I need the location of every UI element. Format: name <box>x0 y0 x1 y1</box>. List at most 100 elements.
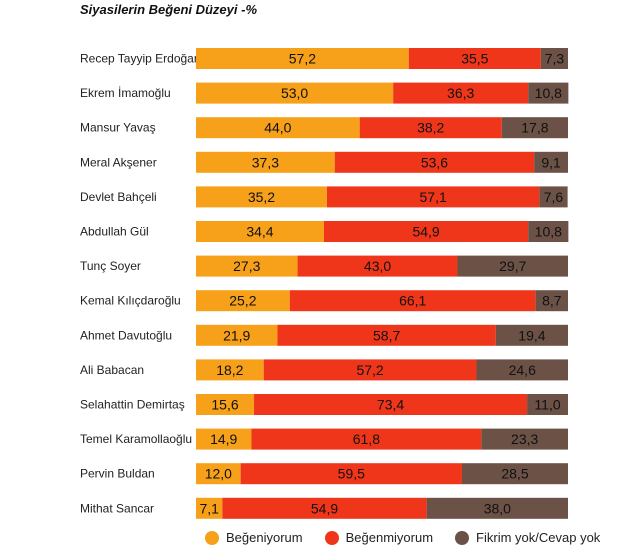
value-label-kemal-k-l-daro-lu-2: 8,7 <box>542 293 562 309</box>
bar-segment-ahmet-davuto-lu-2 <box>495 324 568 346</box>
bar-segment-recep-tayyip-erdo-an-1 <box>408 48 541 69</box>
value-label-meral-ak-ener-2: 9,1 <box>541 154 561 170</box>
bar-segment-abdullah-g-l-2 <box>528 221 569 242</box>
bar-segment-ali-babacan-0 <box>196 359 264 381</box>
value-label-pervin-buldan-2: 28,5 <box>501 466 528 482</box>
bar-segment-temel-karamollao-lu-2 <box>481 428 568 450</box>
value-label-mansur-yava--2: 17,8 <box>521 120 548 136</box>
bar-segment-mithat-sancar-0 <box>196 497 223 519</box>
legend: Beğeniyorum Beğenmiyorum Fikrim yok/Ceva… <box>205 530 600 545</box>
value-label-pervin-buldan-0: 12,0 <box>205 466 232 482</box>
value-label-ekrem-i-mamo-lu-1: 36,3 <box>447 85 474 101</box>
value-label-tun-soyer-0: 27,3 <box>233 258 260 274</box>
bar-segment-ali-babacan-2 <box>476 359 568 381</box>
value-label-kemal-k-l-daro-lu-0: 25,2 <box>229 293 256 309</box>
stacked-bar-chart: Recep Tayyip Erdoğan 57,2 35,5 7,3 Ekrem İma… <box>80 48 569 519</box>
bar-segment-mansur-yava--0 <box>196 117 360 139</box>
bar-segment-ekrem-i-mamo-lu-0 <box>196 82 394 104</box>
row-label-mansur-yava-: Mansur Yavaş <box>80 121 156 135</box>
value-label-abdullah-g-l-2: 10,8 <box>535 224 562 240</box>
bar-segment-devlet-bah-eli-0 <box>196 186 327 208</box>
row-label-mithat-sancar: Mithat Sancar <box>80 501 154 515</box>
value-label-ali-babacan-1: 57,2 <box>356 362 383 378</box>
row-label-recep-tayyip-erdo-an: Recep Tayyip Erdoğan <box>80 52 201 66</box>
bar-segment-mithat-sancar-2 <box>426 497 568 519</box>
value-label-abdullah-g-l-0: 34,4 <box>246 224 273 240</box>
value-label-kemal-k-l-daro-lu-1: 66,1 <box>399 293 426 309</box>
bar-segment-ahmet-davuto-lu-1 <box>277 324 496 346</box>
bar-segment-meral-ak-ener-2 <box>534 151 568 173</box>
bar-segment-ali-babacan-1 <box>263 359 477 381</box>
value-label-selahattin-demirta--1: 73,4 <box>377 397 404 413</box>
value-label-selahattin-demirta--2: 11,0 <box>534 397 560 413</box>
bar-segment-mansur-yava--1 <box>359 117 502 139</box>
legend-label-begeniyorum: Beğeniyorum <box>226 530 303 545</box>
value-label-mithat-sancar-2: 38,0 <box>484 500 511 516</box>
bar-segment-mansur-yava--2 <box>501 117 568 139</box>
row-label-devlet-bah-eli: Devlet Bahçeli <box>80 190 157 204</box>
bar-segment-kemal-k-l-daro-lu-0 <box>196 290 290 312</box>
value-label-selahattin-demirta--0: 15,6 <box>211 397 238 413</box>
value-label-mansur-yava--0: 44,0 <box>264 120 291 136</box>
bar-segment-meral-ak-ener-1 <box>334 151 535 173</box>
bar-segment-mithat-sancar-1 <box>222 497 427 519</box>
value-label-meral-ak-ener-0: 37,3 <box>252 154 279 170</box>
value-label-devlet-bah-eli-1: 57,1 <box>420 189 447 205</box>
value-label-ahmet-davuto-lu-1: 58,7 <box>373 327 400 343</box>
row-label-ali-babacan: Ali Babacan <box>80 363 144 377</box>
bar-segment-meral-ak-ener-0 <box>196 151 335 173</box>
legend-item-fikrim-yok: Fikrim yok/Cevap yok <box>455 530 600 545</box>
bar-segment-ahmet-davuto-lu-0 <box>196 324 278 346</box>
bar-segment-selahattin-demirta--1 <box>254 394 528 415</box>
value-label-abdullah-g-l-1: 54,9 <box>412 224 439 240</box>
value-label-mithat-sancar-1: 54,9 <box>311 500 338 516</box>
value-label-tun-soyer-2: 29,7 <box>499 258 526 274</box>
bar-segment-kemal-k-l-daro-lu-2 <box>535 290 568 312</box>
bar-segment-recep-tayyip-erdo-an-0 <box>196 48 409 69</box>
value-label-ahmet-davuto-lu-2: 19,4 <box>518 327 545 343</box>
value-label-temel-karamollao-lu-2: 23,3 <box>511 431 538 447</box>
legend-dot-fikrim-yok <box>455 530 470 545</box>
value-label-recep-tayyip-erdo-an-2: 7,3 <box>545 51 565 67</box>
value-label-mansur-yava--1: 38,2 <box>417 120 444 136</box>
bar-segment-abdullah-g-l-1 <box>323 221 529 242</box>
chart-title: Siyasilerin Beğeni Düzeyi -% <box>80 2 258 17</box>
legend-item-begenmiyorum: Beğenmiyorum <box>324 530 434 545</box>
bar-segment-selahattin-demirta--2 <box>527 394 568 415</box>
legend-label-begenmiyorum: Beğenmiyorum <box>345 530 434 545</box>
bar-segment-selahattin-demirta--0 <box>196 394 255 415</box>
row-label-selahattin-demirta-: Selahattin Demirtaş <box>80 398 185 412</box>
bar-segment-tun-soyer-0 <box>196 255 298 277</box>
bar-segment-pervin-buldan-0 <box>196 463 241 485</box>
bar-segment-devlet-bah-eli-2 <box>539 186 568 208</box>
bar-segment-temel-karamollao-lu-1 <box>251 428 482 450</box>
value-label-ahmet-davuto-lu-0: 21,9 <box>223 327 250 343</box>
row-label-ekrem-i-mamo-lu: Ekrem İmamoğlu <box>80 86 171 100</box>
row-label-tun-soyer: Tunç Soyer <box>80 259 141 273</box>
legend-dot-begeniyorum <box>205 530 219 545</box>
bar-segment-recep-tayyip-erdo-an-2 <box>540 48 568 69</box>
legend-dot-begenmiyorum <box>324 530 339 545</box>
row-label-pervin-buldan: Pervin Buldan <box>80 467 155 481</box>
legend-label-fikrim-yok: Fikrim yok/Cevap yok <box>476 530 601 545</box>
bar-segment-kemal-k-l-daro-lu-1 <box>289 290 536 312</box>
bar-segment-pervin-buldan-2 <box>461 463 568 485</box>
row-label-meral-ak-ener: Meral Akşener <box>80 155 157 169</box>
value-label-ekrem-i-mamo-lu-2: 10,8 <box>535 85 562 101</box>
bar-segment-ekrem-i-mamo-lu-2 <box>528 82 569 104</box>
value-label-mithat-sancar-0: 7,1 <box>199 500 219 516</box>
value-label-ekrem-i-mamo-lu-0: 53,0 <box>281 85 308 101</box>
legend-item-begeniyorum: Beğeniyorum <box>205 530 303 545</box>
value-label-devlet-bah-eli-2: 7,6 <box>544 189 564 205</box>
bar-segment-ekrem-i-mamo-lu-1 <box>393 82 529 104</box>
bar-segment-pervin-buldan-1 <box>240 463 462 485</box>
row-label-kemal-k-l-daro-lu: Kemal Kılıçdaroğlu <box>80 294 181 308</box>
row-label-ahmet-davuto-lu: Ahmet Davutoğlu <box>80 328 172 342</box>
value-label-ali-babacan-0: 18,2 <box>216 362 243 378</box>
value-label-pervin-buldan-1: 59,5 <box>338 466 365 482</box>
bar-segment-tun-soyer-2 <box>457 255 568 277</box>
value-label-tun-soyer-1: 43,0 <box>364 258 391 274</box>
row-label-temel-karamollao-lu: Temel Karamollaoğlu <box>80 432 192 446</box>
bar-segment-tun-soyer-1 <box>297 255 458 277</box>
value-label-recep-tayyip-erdo-an-0: 57,2 <box>289 51 316 67</box>
